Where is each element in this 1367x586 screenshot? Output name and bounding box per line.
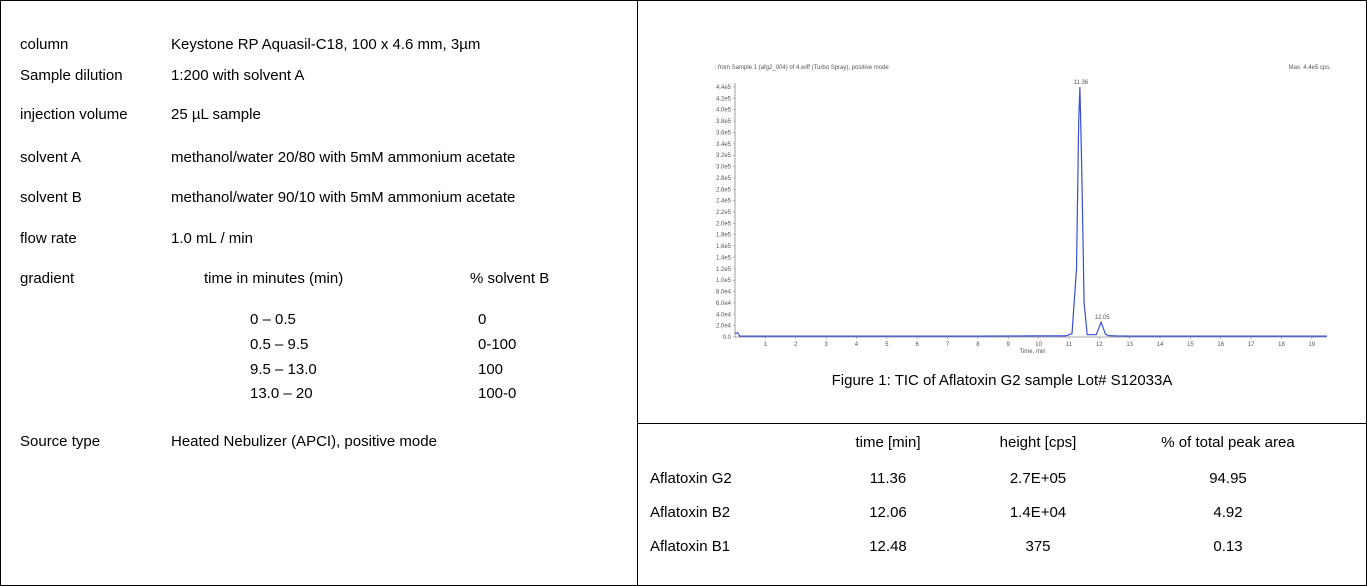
solvent-a-label: solvent A: [20, 149, 81, 166]
result-height: 2.7E+05: [1009, 470, 1067, 487]
y-tick-label: 4.0e5: [716, 108, 732, 114]
result-time: 12.06: [869, 504, 907, 521]
y-tick-label: 1.2e5: [716, 267, 732, 273]
dilution-label: Sample dilution: [20, 67, 123, 84]
result-time: 11.36: [869, 470, 907, 487]
method-panel: column Keystone RP Aquasil-C18, 100 x 4.…: [0, 0, 638, 586]
y-tick-label: 4.4e5: [716, 85, 732, 91]
gradient-row-b: 0-100: [478, 336, 517, 353]
y-tick-label: 3.0e5: [716, 165, 732, 171]
results-panel: time [min] height [cps] % of total peak …: [637, 423, 1367, 586]
x-tick-label: 13: [1126, 342, 1133, 348]
x-tick-label: 16: [1217, 342, 1224, 348]
result-height: 1.4E+04: [1009, 504, 1067, 521]
y-tick-label: 8.0e4: [716, 290, 732, 296]
x-tick-label: 1: [764, 342, 768, 348]
x-tick-label: 2: [794, 342, 798, 348]
x-tick-label: 18: [1278, 342, 1285, 348]
x-tick-label: 14: [1157, 342, 1164, 348]
result-area: 94.95: [1209, 470, 1247, 487]
y-tick-label: 0.0: [723, 335, 732, 341]
dilution-value: 1:200 with solvent A: [171, 67, 305, 84]
solvent-b-value: methanol/water 90/10 with 5mM ammonium a…: [171, 189, 516, 206]
y-tick-label: 3.8e5: [716, 119, 732, 125]
chart-max-label: Max. 4.4e5 cps.: [1289, 65, 1332, 71]
injection-value: 25 µL sample: [171, 106, 261, 123]
peak-label: 11.36: [1074, 80, 1089, 86]
result-height: 375: [1025, 538, 1051, 555]
y-tick-label: 2.4e5: [716, 199, 732, 205]
source-label: Source type: [20, 433, 101, 450]
gradient-row-time: 9.5 – 13.0: [250, 361, 317, 378]
y-tick-label: 2.2e5: [716, 210, 732, 216]
column-value: Keystone RP Aquasil-C18, 100 x 4.6 mm, 3…: [171, 36, 481, 53]
flow-value: 1.0 mL / min: [171, 230, 253, 247]
y-tick-label: 1.0e5: [716, 278, 732, 284]
y-tick-label: 3.4e5: [716, 142, 732, 148]
result-name: Aflatoxin B2: [650, 504, 731, 521]
gradient-label: gradient: [20, 270, 75, 287]
y-tick-label: 4.0e4: [716, 312, 732, 318]
gradient-row-b: 0: [478, 311, 487, 328]
y-tick-label: 2.0e4: [716, 324, 732, 330]
injection-label: injection volume: [20, 106, 128, 123]
x-tick-label: 9: [1007, 342, 1011, 348]
x-tick-label: 11: [1066, 342, 1073, 348]
tic-chart-svg: TIC: from Sample 1 (afg2_004) of 4.wiff …: [681, 63, 1332, 355]
solvent-b-label: solvent B: [20, 189, 82, 206]
result-time: 12.48: [869, 538, 907, 555]
gradient-row-time: 0.5 – 9.5: [250, 336, 309, 353]
x-tick-label: 15: [1187, 342, 1194, 348]
y-tick-label: 3.2e5: [716, 153, 732, 159]
y-tick-label: 4.2e5: [716, 96, 732, 102]
x-tick-label: 10: [1035, 342, 1042, 348]
y-tick-label: 1.6e5: [716, 244, 732, 250]
x-tick-label: 19: [1308, 342, 1315, 348]
solvent-a-value: methanol/water 20/80 with 5mM ammonium a…: [171, 149, 516, 166]
gradient-time-header: time in minutes (min): [204, 270, 344, 287]
x-tick-label: 5: [885, 342, 889, 348]
result-name: Aflatoxin B1: [650, 538, 731, 555]
x-tick-label: 4: [855, 342, 859, 348]
source-value: Heated Nebulizer (APCI), positive mode: [171, 433, 437, 450]
x-tick-label: 7: [946, 342, 950, 348]
results-header-height: height [cps]: [999, 434, 1077, 451]
x-tick-label: 8: [976, 342, 980, 348]
gradient-row-time: 13.0 – 20: [250, 385, 313, 402]
gradient-row-time: 0 – 0.5: [250, 311, 296, 328]
y-tick-label: 2.0e5: [716, 221, 732, 227]
column-label: column: [20, 36, 69, 53]
x-tick-label: 12: [1096, 342, 1103, 348]
y-tick-label: 1.4e5: [716, 255, 732, 261]
results-header-time: time [min]: [855, 434, 921, 451]
x-tick-label: 3: [824, 342, 828, 348]
y-tick-label: 6.0e4: [716, 301, 732, 307]
y-tick-label: 2.6e5: [716, 187, 732, 193]
tic-chart: TIC: from Sample 1 (afg2_004) of 4.wiff …: [681, 55, 1335, 365]
gradient-row-b: 100: [478, 361, 504, 378]
x-tick-label: 17: [1248, 342, 1255, 348]
chart-title: TIC: from Sample 1 (afg2_004) of 4.wiff …: [715, 65, 889, 71]
x-axis-label: Time, min: [1019, 349, 1045, 355]
result-area: 4.92: [1213, 504, 1243, 521]
results-header-area: % of total peak area: [1161, 434, 1295, 451]
gradient-row-b: 100-0: [478, 385, 517, 402]
gradient-b-header: % solvent B: [470, 270, 550, 287]
peak-label: 12.05: [1095, 315, 1111, 321]
flow-label: flow rate: [20, 230, 77, 247]
y-tick-label: 1.8e5: [716, 233, 732, 239]
x-tick-label: 6: [915, 342, 919, 348]
tic-series-line: [735, 86, 1327, 337]
y-tick-label: 2.8e5: [716, 176, 732, 182]
result-area: 0.13: [1213, 538, 1243, 555]
y-tick-label: 3.6e5: [716, 130, 732, 136]
result-name: Aflatoxin G2: [650, 470, 732, 487]
figure-caption: Figure 1: TIC of Aflatoxin G2 sample Lot…: [831, 372, 1173, 389]
